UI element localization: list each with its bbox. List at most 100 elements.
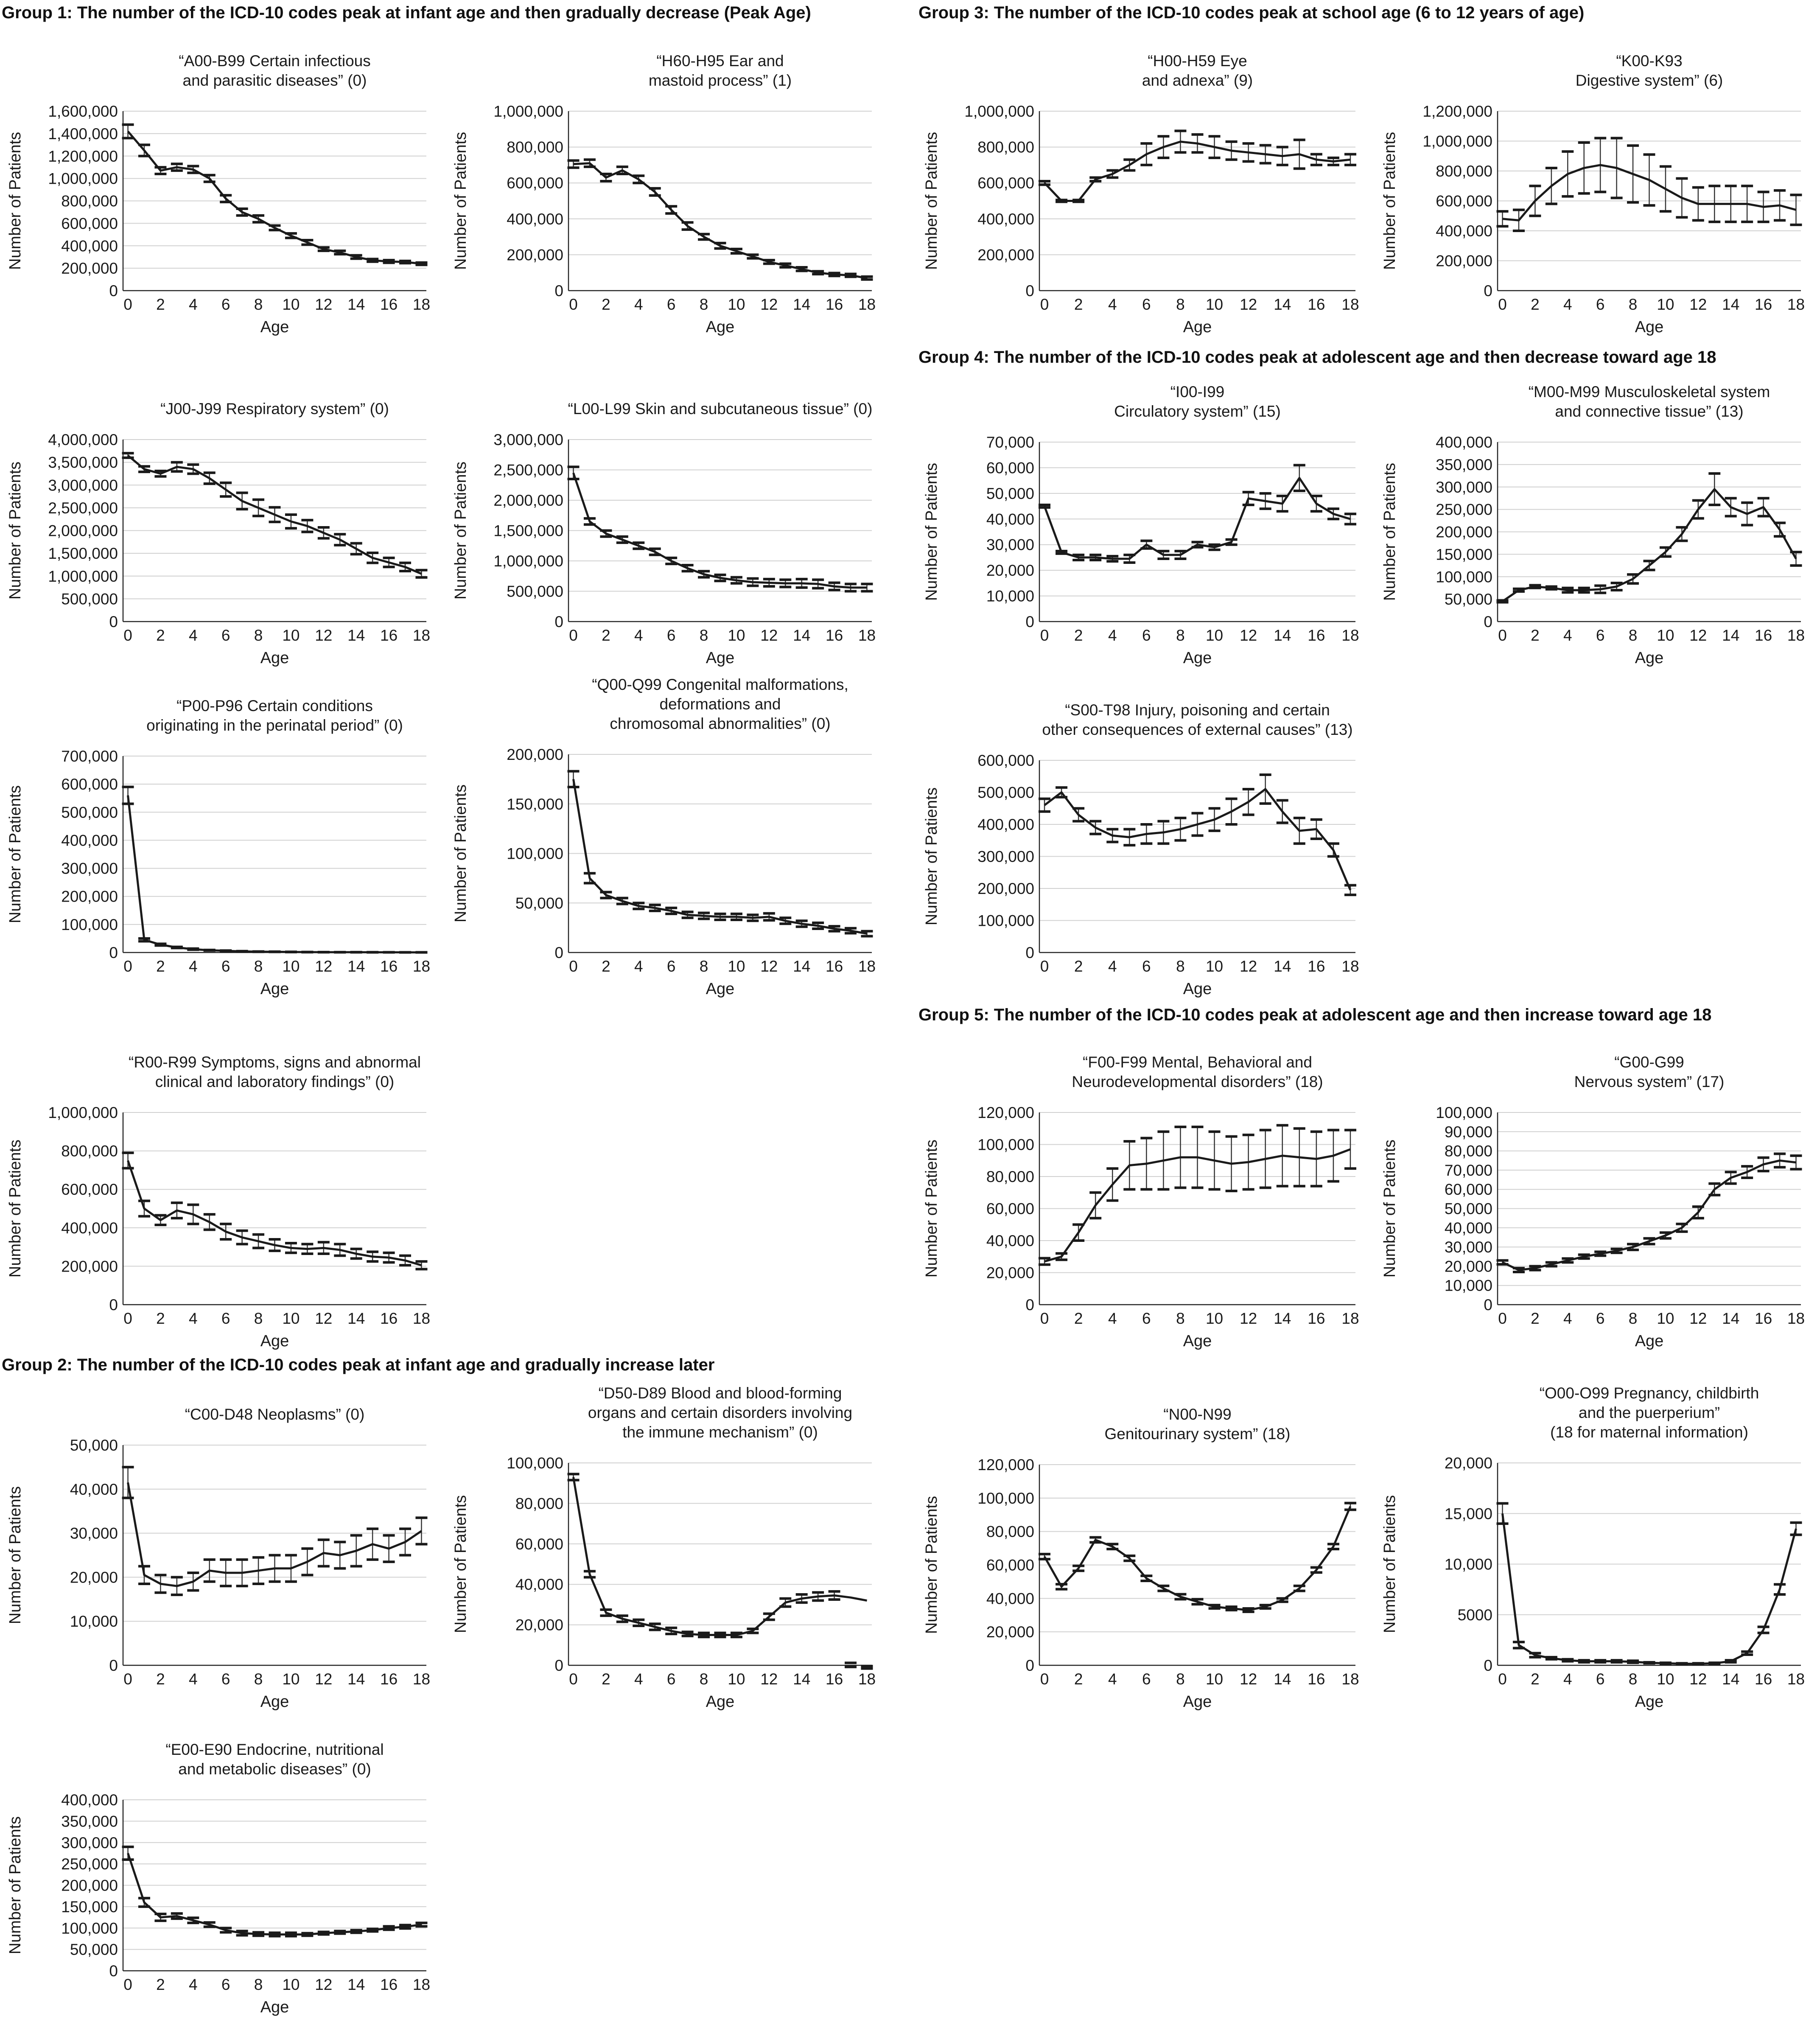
y-tick-label: 80,000 (515, 1495, 563, 1512)
chart-title-line: Digestive system” (6) (1576, 72, 1723, 89)
chart-title-line: and the puerperium” (1579, 1404, 1720, 1421)
chart-title-line: and connective tissue” (13) (1555, 403, 1743, 420)
x-axis-label: Age (1183, 1693, 1212, 1711)
x-tick-label: 10 (1657, 627, 1674, 644)
x-tick-label: 2 (602, 296, 610, 313)
y-tick-label: 600,000 (61, 215, 118, 232)
x-tick-label: 4 (634, 627, 643, 644)
x-tick-label: 18 (1787, 296, 1805, 313)
y-tick-label: 200,000 (61, 1877, 118, 1894)
group-heading-5: Group 5: The number of the ICD-10 codes … (918, 1006, 1712, 1024)
y-tick-label: 100,000 (977, 1136, 1034, 1154)
y-tick-label: 70,000 (1445, 1162, 1492, 1179)
x-tick-label: 14 (1274, 958, 1291, 975)
y-tick-label: 0 (109, 613, 118, 630)
y-axis-label: Number of Patients (452, 132, 470, 270)
x-tick-label: 0 (1040, 296, 1049, 313)
y-tick-label: 40,000 (70, 1481, 118, 1498)
y-tick-label: 80,000 (1445, 1143, 1492, 1160)
x-tick-label: 12 (315, 1310, 332, 1327)
x-tick-label: 16 (380, 1976, 398, 1993)
x-tick-label: 14 (793, 296, 810, 313)
y-tick-label: 20,000 (70, 1569, 118, 1586)
x-tick-label: 6 (1596, 627, 1605, 644)
y-tick-label: 50,000 (70, 1941, 118, 1958)
y-tick-label: 600,000 (977, 752, 1034, 769)
y-tick-label: 0 (109, 1296, 118, 1314)
y-tick-label: 200,000 (1436, 252, 1492, 270)
group-heading-2: Group 2: The number of the ICD-10 codes … (2, 1356, 715, 1374)
x-tick-label: 12 (760, 958, 778, 975)
x-tick-label: 12 (1240, 627, 1257, 644)
x-tick-label: 18 (413, 958, 430, 975)
x-tick-label: 12 (315, 1670, 332, 1688)
y-tick-label: 400,000 (61, 1219, 118, 1237)
x-tick-label: 14 (1274, 627, 1291, 644)
y-tick-label: 200,000 (61, 260, 118, 277)
x-tick-label: 8 (700, 296, 708, 313)
chart-title-line: “I00-I99 (1170, 383, 1225, 401)
x-tick-label: 4 (634, 296, 643, 313)
series-line (1044, 788, 1352, 891)
series-line (572, 1476, 867, 1636)
y-tick-label: 0 (1484, 1296, 1492, 1314)
x-tick-label: 6 (1596, 1670, 1605, 1688)
x-tick-label: 0 (1040, 1670, 1049, 1688)
x-tick-label: 2 (602, 958, 610, 975)
x-tick-label: 2 (1074, 296, 1083, 313)
x-tick-label: 18 (413, 1976, 430, 1993)
chart-p00: “P00-P96 Certain conditions originating i… (6, 697, 430, 998)
y-tick-label: 500,000 (61, 804, 118, 821)
series-line (572, 779, 867, 935)
x-tick-label: 2 (156, 1670, 165, 1688)
chart-title-line: “G00-G99 (1614, 1053, 1684, 1071)
chart-title-line: “P00-P96 Certain conditions (176, 697, 373, 714)
chart-r00: “R00-R99 Symptoms, signs and abnormal cli… (6, 1053, 430, 1350)
x-tick-label: 8 (1176, 1310, 1185, 1327)
chart-title-line: “J00-J99 Respiratory system” (0) (160, 400, 389, 417)
series-line (127, 1853, 422, 1936)
chart-title-line: “M00-M99 Musculoskeletal system (1529, 383, 1770, 401)
y-tick-label: 0 (1025, 944, 1034, 961)
x-tick-label: 0 (1040, 1310, 1049, 1327)
chart-title-line: (18 for maternal information) (1550, 1423, 1748, 1441)
x-tick-label: 10 (1206, 958, 1223, 975)
x-tick-label: 8 (1176, 958, 1185, 975)
x-tick-label: 6 (221, 627, 230, 644)
x-tick-label: 4 (1563, 296, 1572, 313)
group-heading-1: Group 1: The number of the ICD-10 codes … (2, 3, 811, 22)
y-tick-label: 50,000 (1445, 1200, 1492, 1218)
x-tick-label: 14 (1722, 1670, 1739, 1688)
chart-title-line: Neurodevelopmental disorders” (18) (1072, 1073, 1323, 1090)
y-tick-label: 0 (1025, 282, 1034, 300)
x-tick-label: 10 (728, 296, 745, 313)
y-tick-label: 2,000,000 (493, 492, 563, 509)
y-axis-label: Number of Patients (1381, 1495, 1399, 1633)
y-axis-label: Number of Patients (1381, 463, 1399, 601)
y-axis-label: Number of Patients (923, 463, 941, 601)
chart-title-line: and metabolic diseases” (0) (178, 1760, 371, 1778)
y-tick-label: 60,000 (515, 1535, 563, 1553)
chart-d50: “D50-D89 Blood and blood-forming organs a… (452, 1384, 876, 1711)
x-tick-label: 18 (858, 296, 876, 313)
x-tick-label: 10 (1657, 1670, 1674, 1688)
y-tick-label: 1,400,000 (48, 125, 118, 143)
y-tick-label: 100,000 (507, 1454, 563, 1472)
x-tick-label: 2 (1531, 627, 1540, 644)
x-tick-label: 0 (123, 1976, 132, 1993)
chart-title-line: originating in the perinatal period” (0) (146, 717, 403, 734)
y-tick-label: 50,000 (70, 1437, 118, 1454)
x-tick-label: 14 (1274, 1670, 1291, 1688)
x-tick-label: 8 (700, 627, 708, 644)
y-tick-label: 60,000 (986, 1557, 1034, 1574)
chart-s00: “S00-T98 Injury, poisoning and certain ot… (923, 701, 1359, 998)
x-tick-label: 8 (254, 1670, 263, 1688)
x-tick-label: 4 (189, 1310, 198, 1327)
chart-l00: “L00-L99 Skin and subcutaneous tissue” (… (452, 400, 876, 667)
group-heading-3: Group 3: The number of the ICD-10 codes … (918, 3, 1585, 22)
y-tick-label: 200,000 (507, 246, 563, 263)
series-line (1502, 164, 1797, 221)
x-tick-label: 14 (347, 1670, 365, 1688)
x-tick-label: 16 (380, 958, 398, 975)
y-tick-label: 2,500,000 (493, 462, 563, 479)
